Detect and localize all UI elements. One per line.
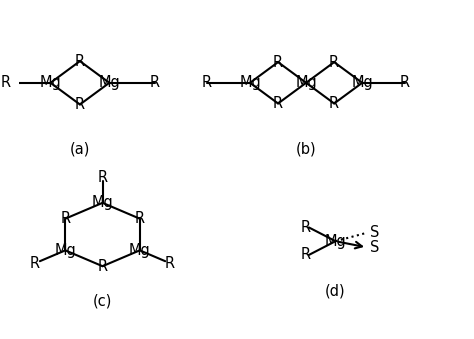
Text: R: R [329,55,339,69]
Text: R: R [400,75,410,90]
Text: R: R [98,259,108,274]
Text: (d): (d) [325,284,346,299]
Text: (c): (c) [93,294,112,309]
Text: R: R [300,220,310,235]
Text: R: R [273,96,283,111]
Text: Mg: Mg [40,75,62,90]
Text: Mg: Mg [91,195,113,210]
Text: Mg: Mg [55,243,76,258]
Text: R: R [329,96,339,111]
Text: (b): (b) [296,142,317,157]
Text: S: S [370,240,380,255]
Text: R: R [135,211,145,226]
Text: R: R [0,75,10,90]
Text: R: R [98,170,108,185]
Text: Mg: Mg [351,75,373,90]
Text: Mg: Mg [325,234,346,249]
Text: R: R [30,256,40,271]
Text: Mg: Mg [239,75,261,90]
Text: Mg: Mg [129,243,151,258]
Text: R: R [60,211,71,226]
Text: (a): (a) [70,142,90,157]
Text: R: R [300,247,310,262]
Text: R: R [149,75,160,90]
Text: S: S [370,225,379,240]
Text: Mg: Mg [99,75,120,90]
Text: R: R [273,55,283,69]
Text: R: R [202,75,212,90]
Text: Mg: Mg [295,75,317,90]
Text: R: R [165,256,175,271]
Text: R: R [75,54,85,68]
Text: R: R [75,97,85,112]
